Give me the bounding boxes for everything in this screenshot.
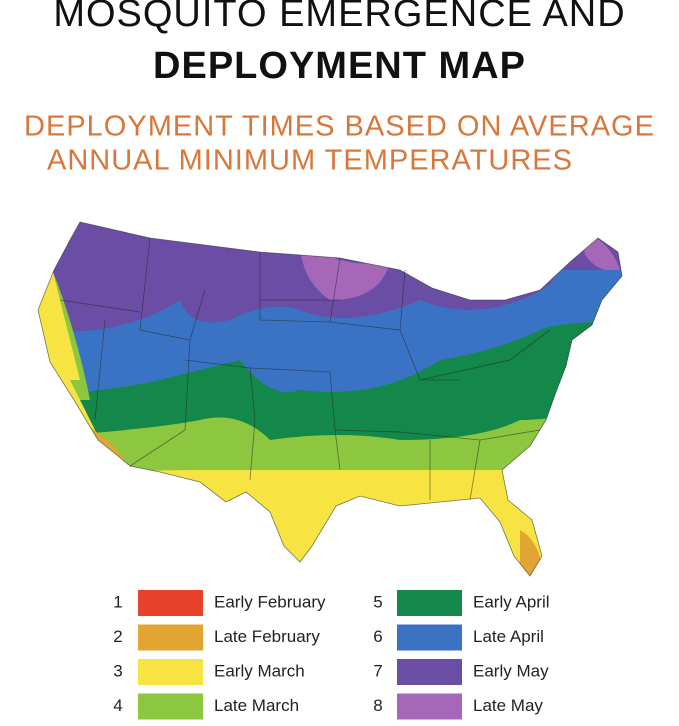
legend-swatch — [138, 693, 203, 720]
subtitle-line-1: DEPLOYMENT TIMES BASED ON AVERAGE — [24, 111, 655, 143]
legend-label: Late May — [473, 696, 543, 715]
legend-label: Early February — [214, 592, 326, 611]
legend-number: 1 — [113, 592, 122, 611]
legend-swatch — [138, 590, 203, 616]
legend-swatch — [397, 693, 462, 720]
legend-swatch — [397, 624, 462, 651]
legend-label: Early March — [214, 661, 305, 680]
legend-label: Early May — [473, 661, 549, 680]
legend-number: 3 — [113, 661, 122, 680]
legend: 1 Early February 2 Late February 3 Early Marc… — [113, 590, 550, 720]
legend-label: Late February — [214, 627, 320, 646]
legend-swatch — [138, 624, 203, 651]
legend-number: 7 — [373, 661, 382, 680]
title-line-2: DEPLOYMENT MAP — [153, 45, 526, 87]
legend-number: 5 — [373, 592, 382, 611]
legend-number: 4 — [113, 696, 122, 715]
legend-label: Late April — [473, 627, 544, 646]
legend-swatch — [397, 590, 462, 616]
subtitle-line-2: ANNUAL MINIMUM TEMPERATURES — [47, 145, 573, 177]
legend-swatch — [138, 659, 203, 685]
legend-swatch — [397, 659, 462, 685]
legend-label: Late March — [214, 696, 299, 715]
state-borders — [37, 221, 623, 577]
legend-number: 6 — [373, 627, 382, 646]
legend-number: 8 — [373, 696, 382, 715]
legend-label: Early April — [473, 592, 550, 611]
legend-number: 2 — [113, 627, 122, 646]
title-line-1: MOSQUITO EMERGENCE AND — [53, 0, 625, 35]
